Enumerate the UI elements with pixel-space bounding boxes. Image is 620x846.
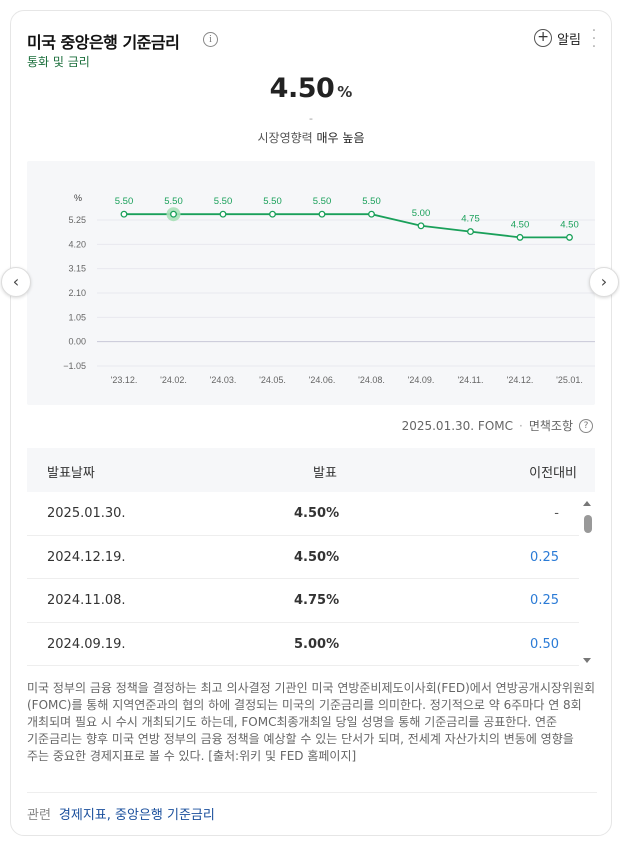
cell-date: 2024.12.19.	[47, 549, 126, 565]
cell-diff: -	[554, 506, 559, 521]
col-diff: 이전대비	[529, 466, 577, 481]
y-axis-unit: %	[74, 193, 82, 203]
x-tick-label: '24.03.	[210, 375, 237, 385]
divider	[27, 792, 597, 793]
cell-date: 2024.11.08.	[47, 593, 126, 608]
data-label: 5.50	[214, 196, 233, 207]
table-header: 발표날짜 발표 이전대비	[27, 448, 595, 492]
cell-date: 2024.09.19.	[47, 636, 126, 652]
data-point	[120, 210, 128, 218]
category-link[interactable]: 통화 및 금리	[27, 55, 90, 69]
x-tick-label: '24.09.	[408, 375, 435, 385]
data-label: 4.75	[461, 214, 480, 225]
series-line	[124, 213, 570, 239]
separator: ·	[519, 418, 523, 433]
info-icon[interactable]: i	[203, 32, 218, 47]
cell-value: 4.50%	[294, 506, 340, 521]
x-tick-label: '24.11.	[457, 375, 483, 385]
chevron-right-icon[interactable]: ›	[589, 267, 619, 297]
col-value: 발표	[313, 466, 337, 481]
data-label: 5.50	[115, 196, 134, 207]
x-tick-label: '24.06.	[309, 375, 336, 385]
scroll-thumb[interactable]	[584, 515, 592, 533]
description: 미국 정부의 금융 정책을 결정하는 최고 의사결정 기관인 미국 연방준비제도…	[27, 681, 596, 763]
data-point	[269, 210, 276, 218]
impact-label: 시장영향력	[257, 131, 313, 145]
x-tick-label: '24.05.	[259, 375, 286, 385]
x-tick-label: '24.08.	[358, 375, 385, 385]
y-tick-label: 2.10	[68, 288, 86, 298]
source-line: 2025.01.30. FOMC · 면책조항 ?	[402, 417, 593, 434]
data-label: 5.50	[263, 196, 282, 207]
data-point	[467, 228, 474, 236]
page-title: 미국 중앙은행 기준금리	[27, 33, 180, 52]
rate-unit: %	[337, 83, 353, 101]
y-tick-label: 1.05	[68, 312, 86, 322]
related-links[interactable]: 경제지표, 중앙은행 기준금리	[58, 808, 215, 823]
related-label: 관련	[27, 808, 51, 823]
table-row: 2024.11.08. 4.75% 0.25	[27, 579, 579, 623]
disclaimer-link[interactable]: 면책조항	[528, 419, 573, 433]
x-tick-label: '24.02.	[160, 375, 187, 385]
rate-value: 4.50	[269, 73, 335, 104]
data-point	[516, 233, 524, 241]
y-tick-label: 4.20	[68, 239, 86, 249]
data-label: 5.50	[164, 196, 183, 207]
data-point	[417, 222, 425, 230]
cell-date: 2025.01.30.	[47, 506, 126, 521]
y-tick-label: 3.15	[68, 264, 86, 274]
x-tick-label: '25.01.	[556, 375, 583, 385]
table-row: 2024.09.19. 5.00% 0.50	[27, 623, 579, 666]
data-label: 5.50	[313, 196, 332, 207]
table-row: 2024.12.19. 4.50% 0.25	[27, 536, 579, 579]
rate-change: -	[309, 112, 313, 125]
related-section: 관련 경제지표, 중앙은행 기준금리	[27, 804, 215, 823]
rate-chart[interactable]: % 5.25 4.20 3.15 2.10 1.05 0.00 −1.05 '23.12. '24…	[27, 161, 595, 405]
table-row: 2025.01.30. 4.50% -	[27, 492, 579, 536]
data-point	[318, 210, 326, 218]
y-tick-label: −1.05	[63, 361, 86, 371]
data-label: 4.50	[511, 219, 530, 230]
current-rate: 4.50%	[11, 73, 611, 104]
data-point	[219, 210, 227, 218]
y-tick-label: 0.00	[68, 337, 86, 347]
cell-value: 4.75%	[294, 593, 340, 608]
data-point	[566, 233, 573, 241]
data-label: 4.50	[560, 219, 579, 230]
table-scrollbar[interactable]	[581, 501, 595, 663]
cell-diff: 0.25	[530, 593, 559, 608]
x-tick-label: '23.12.	[111, 375, 138, 385]
data-label: 5.50	[362, 196, 381, 207]
source-date: 2025.01.30. FOMC	[401, 418, 513, 433]
data-label: 5.00	[412, 208, 431, 219]
more-vertical-icon[interactable]: · · ·	[591, 23, 597, 55]
alert-button[interactable]: + 알림	[534, 28, 581, 48]
cell-diff: 0.25	[530, 549, 559, 565]
data-point	[170, 210, 177, 218]
cell-value: 4.50%	[294, 549, 340, 565]
col-date: 발표날짜	[47, 466, 95, 481]
y-tick-label: 5.25	[68, 215, 86, 225]
scroll-up-icon[interactable]	[583, 501, 591, 506]
rate-card: 미국 중앙은행 기준금리 i 통화 및 금리 + 알림 · · · 4.50% - …	[10, 10, 612, 836]
cell-value: 5.00%	[294, 636, 340, 652]
table-body: 2025.01.30. 4.50% - 2024.12.19. 4.50% 0.…	[27, 492, 579, 666]
data-point	[368, 210, 375, 218]
help-icon[interactable]: ?	[579, 418, 593, 433]
scroll-down-icon[interactable]	[583, 658, 591, 663]
cell-diff: 0.50	[530, 636, 559, 652]
chevron-left-icon[interactable]: ‹	[1, 267, 31, 297]
x-tick-label: '24.12.	[507, 375, 534, 385]
impact-value: 매우 높음	[316, 131, 365, 145]
chart-svg: % 5.25 4.20 3.15 2.10 1.05 0.00 −1.05 '23.12. '24…	[63, 193, 595, 385]
market-impact: 시장영향력 매우 높음	[11, 129, 611, 146]
alert-label: 알림	[557, 32, 581, 48]
plus-circle-icon: +	[534, 29, 553, 47]
